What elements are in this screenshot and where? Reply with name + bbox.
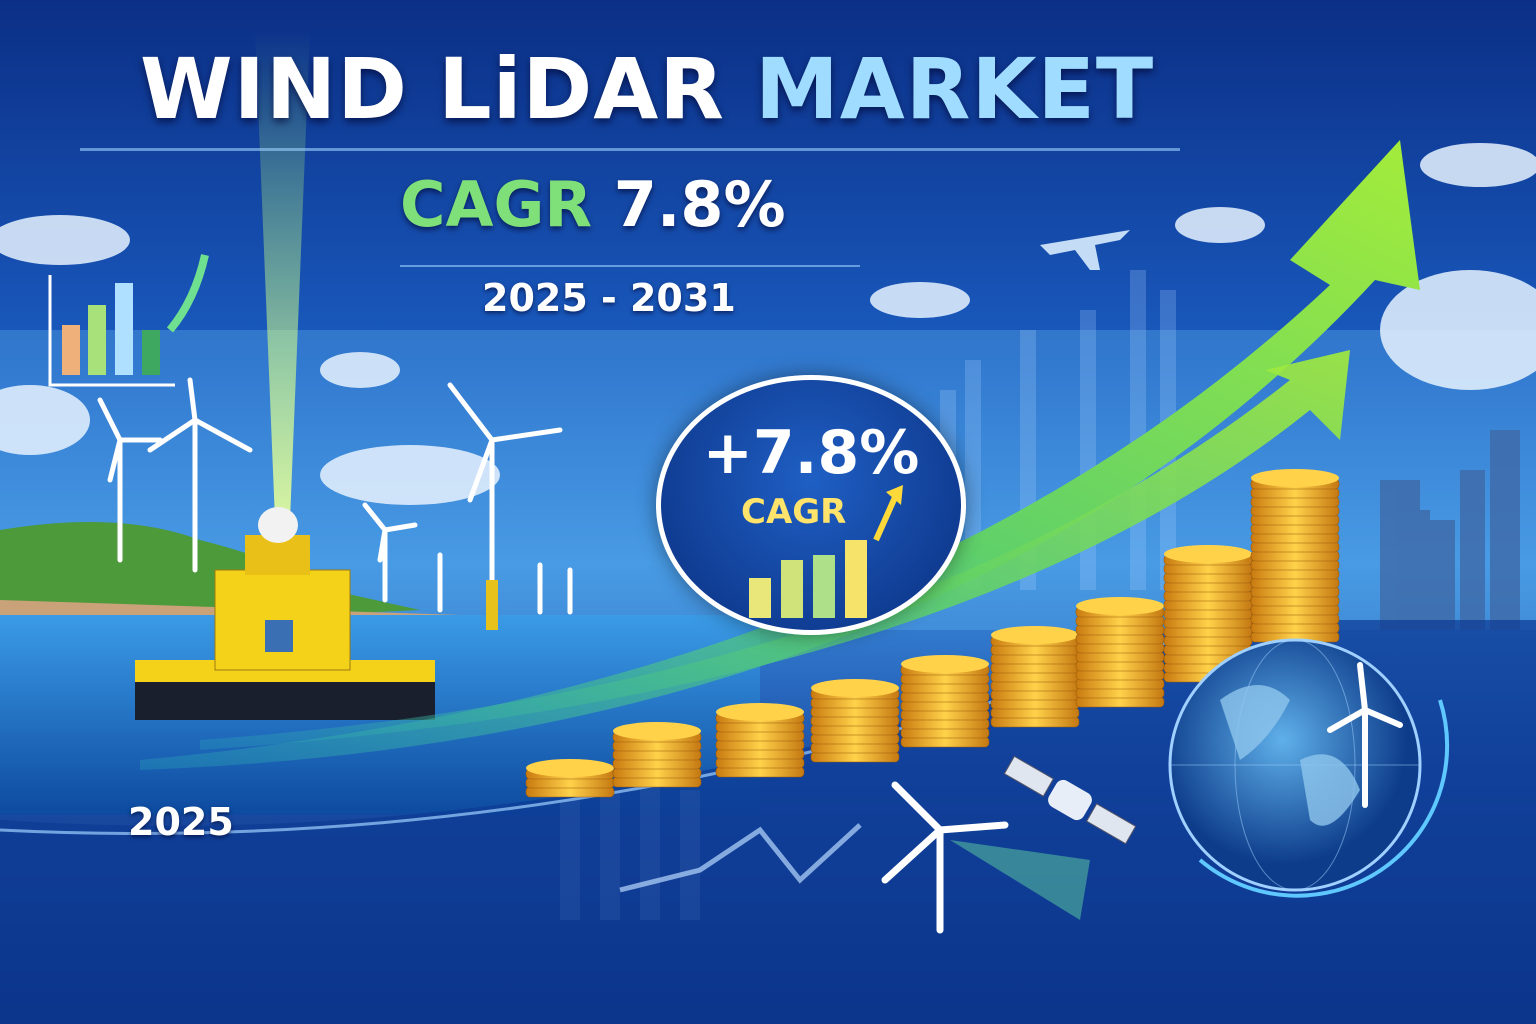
cloud-icon [0, 143, 1536, 505]
satellite-icon [1003, 755, 1137, 845]
coin-stack [810, 679, 900, 763]
coin-stack [525, 759, 615, 798]
coin-stack [990, 626, 1080, 728]
coin-stack [900, 655, 990, 748]
coin-stack [1075, 597, 1165, 708]
coin-stack [715, 703, 805, 778]
bar-chart-up-icon [48, 254, 209, 387]
badge-value: +7.8% [702, 418, 920, 488]
page-title: WIND LiDAR MARKET [140, 40, 1154, 138]
cagr-value: 7.8% [613, 168, 786, 241]
forecast-period: 2025 - 2031 [482, 276, 736, 320]
coin-stack [612, 722, 702, 788]
coin-stack [1250, 469, 1340, 643]
airplane-icon [1040, 230, 1130, 270]
globe-icon [1168, 638, 1450, 898]
city-skyline-icon [1380, 430, 1520, 630]
badge-label: CAGR [741, 492, 847, 532]
title-main: WIND LiDAR [140, 40, 725, 138]
badge-bar-chart-icon [749, 485, 903, 618]
wind-turbine-icon [97, 377, 573, 615]
growth-arrow-icon [140, 140, 1420, 770]
start-year-label: 2025 [128, 800, 234, 844]
cagr-headline: CAGR 7.8% [400, 168, 786, 241]
cagr-label: CAGR [400, 168, 593, 241]
lidar-buoy-icon [135, 507, 435, 720]
title-accent: MARKET [755, 40, 1155, 138]
cagr-badge: +7.8% CAGR [656, 375, 966, 635]
